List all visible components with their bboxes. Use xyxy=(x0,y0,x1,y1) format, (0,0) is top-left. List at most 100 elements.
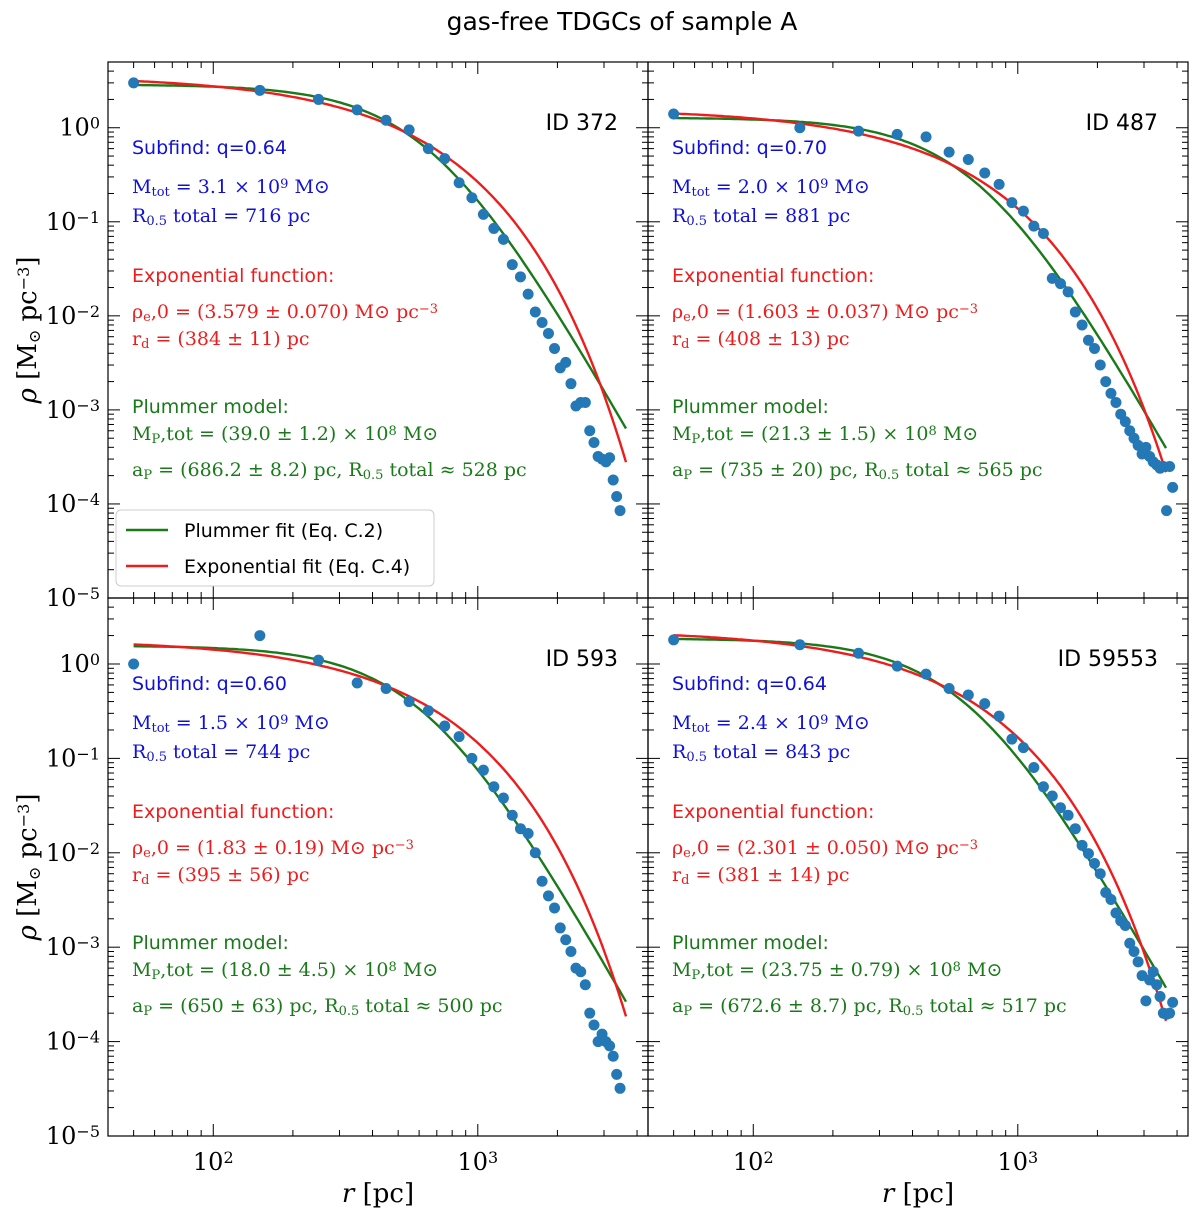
exponential-fit-line xyxy=(133,643,628,1017)
y-tick-label: 10−2 xyxy=(46,839,100,867)
annotation-plum-a: aP = (650 ± 63) pc, R0.5 total ≈ 500 pc xyxy=(132,995,503,1019)
annotation-plum-m: MP,tot = (18.0 ± 4.5) × 108 M⊙ xyxy=(132,959,438,983)
y-tick-label: 100 xyxy=(59,114,100,142)
data-point xyxy=(1110,396,1122,408)
y-axis-label: ρ [M⊙ pc−3] xyxy=(13,794,44,942)
data-point xyxy=(529,306,541,318)
annotation-exp-rho: ρe,0 = (1.603 ± 0.037) M⊙ pc−3 xyxy=(672,301,978,325)
data-point xyxy=(403,696,415,708)
data-point xyxy=(607,1050,619,1062)
data-point xyxy=(614,1082,626,1094)
annotation-mtot: Mtot = 2.0 × 109 M⊙ xyxy=(672,176,870,200)
x-tick-label: 103 xyxy=(457,1148,498,1176)
data-point xyxy=(1054,278,1066,290)
data-point xyxy=(1119,919,1131,931)
data-point xyxy=(1069,306,1081,318)
annotation-plum-m: MP,tot = (39.0 ± 1.2) × 108 M⊙ xyxy=(132,423,438,447)
annotation-plum-header: Plummer model: xyxy=(132,932,289,954)
data-point xyxy=(497,233,509,245)
data-point xyxy=(962,689,974,701)
data-point xyxy=(1006,733,1018,745)
data-point xyxy=(604,1040,616,1052)
data-point xyxy=(560,934,572,946)
data-point xyxy=(979,167,991,179)
fit-curves xyxy=(673,112,1168,473)
data-point xyxy=(614,505,626,517)
data-point xyxy=(554,922,566,934)
data-point xyxy=(1128,946,1140,958)
data-point xyxy=(1140,995,1152,1007)
annotation-exp-rho: ρe,0 = (3.579 ± 0.070) M⊙ pc−3 xyxy=(132,301,438,325)
annotation-rhalf: R0.5 total = 881 pc xyxy=(672,205,850,229)
data-point xyxy=(380,682,392,694)
data-point xyxy=(506,809,518,821)
data-point xyxy=(1037,228,1049,240)
annotation-subfind: Subfind: q=0.64 xyxy=(132,137,287,159)
x-axis-label: r [pc] xyxy=(882,1179,954,1209)
data-point xyxy=(128,77,140,89)
annotation-exp-rd: rd = (395 ± 56) pc xyxy=(132,864,310,888)
data-point xyxy=(453,731,465,743)
data-point xyxy=(1167,481,1179,493)
data-point xyxy=(1105,387,1117,399)
data-point xyxy=(1147,966,1159,978)
data-point xyxy=(943,682,955,694)
data-point xyxy=(1082,848,1094,860)
data-point xyxy=(1151,979,1163,991)
data-point xyxy=(1100,376,1112,388)
data-point xyxy=(1164,1007,1176,1019)
legend-box xyxy=(115,509,435,587)
data-point xyxy=(1140,441,1152,453)
panel-4: 102 103 r [pc] ID 59553 Subfind: q=0.64 Mtot … xyxy=(647,597,1189,1209)
data-point xyxy=(497,792,509,804)
fit-curves xyxy=(133,643,628,1017)
data-point xyxy=(1037,781,1049,793)
data-point xyxy=(604,452,616,464)
figure-title: gas-free TDGCs of sample A xyxy=(447,7,798,36)
data-point xyxy=(422,705,434,717)
data-point xyxy=(1124,937,1136,949)
data-point xyxy=(380,114,392,126)
data-point xyxy=(1062,286,1074,298)
data-point xyxy=(1105,894,1117,906)
exponential-fit-line xyxy=(133,79,628,463)
data-point xyxy=(514,271,526,283)
annotation-rhalf: R0.5 total = 716 pc xyxy=(132,205,310,229)
data-point xyxy=(1089,342,1101,354)
data-point xyxy=(560,356,572,368)
data-point xyxy=(979,698,991,710)
data-point xyxy=(1089,858,1101,870)
data-point xyxy=(1161,505,1173,517)
legend-exponential-label: Exponential fit (Eq. C.4) xyxy=(184,556,410,578)
data-point xyxy=(477,764,489,776)
panel-3: 100 10−1 10−2 10−3 10−4 10−5 ρ [M⊙ pc−3] 102 103… xyxy=(13,597,649,1209)
data-point xyxy=(611,491,623,503)
data-point xyxy=(588,1019,600,1031)
data-point xyxy=(403,124,415,136)
data-point xyxy=(1154,991,1166,1003)
annotation-plum-header: Plummer model: xyxy=(672,932,829,954)
y-tick-label: 10−3 xyxy=(46,396,100,424)
data-point xyxy=(542,890,554,902)
annotation-exp-rd: rd = (381 ± 14) pc xyxy=(672,864,850,888)
data-point xyxy=(488,222,500,234)
data-point xyxy=(549,342,561,354)
annotation-plum-a: aP = (686.2 ± 8.2) pc, R0.5 total ≈ 528 … xyxy=(132,459,527,483)
annotation-exp-header: Exponential function: xyxy=(132,265,334,287)
data-point xyxy=(611,1068,623,1080)
annotation-exp-rho: ρe,0 = (2.301 ± 0.050) M⊙ pc−3 xyxy=(672,837,978,861)
data-point xyxy=(1164,461,1176,473)
data-point xyxy=(607,474,619,486)
annotation-exp-header: Exponential function: xyxy=(672,801,874,823)
data-point xyxy=(993,178,1005,190)
data-point xyxy=(477,208,489,220)
panel-2: ID 487 Subfind: q=0.70 Mtot = 2.0 × 109 M⊙… xyxy=(647,61,1189,599)
y-tick-label: 10−5 xyxy=(46,1122,100,1150)
exponential-fit-line xyxy=(673,112,1168,473)
panel-id: ID 593 xyxy=(546,647,618,672)
data-point xyxy=(128,658,140,670)
x-tick-label: 102 xyxy=(193,1148,234,1176)
data-point xyxy=(1076,319,1088,331)
legend: Plummer fit (Eq. C.2) Exponential fit (Eq… xyxy=(115,509,435,587)
